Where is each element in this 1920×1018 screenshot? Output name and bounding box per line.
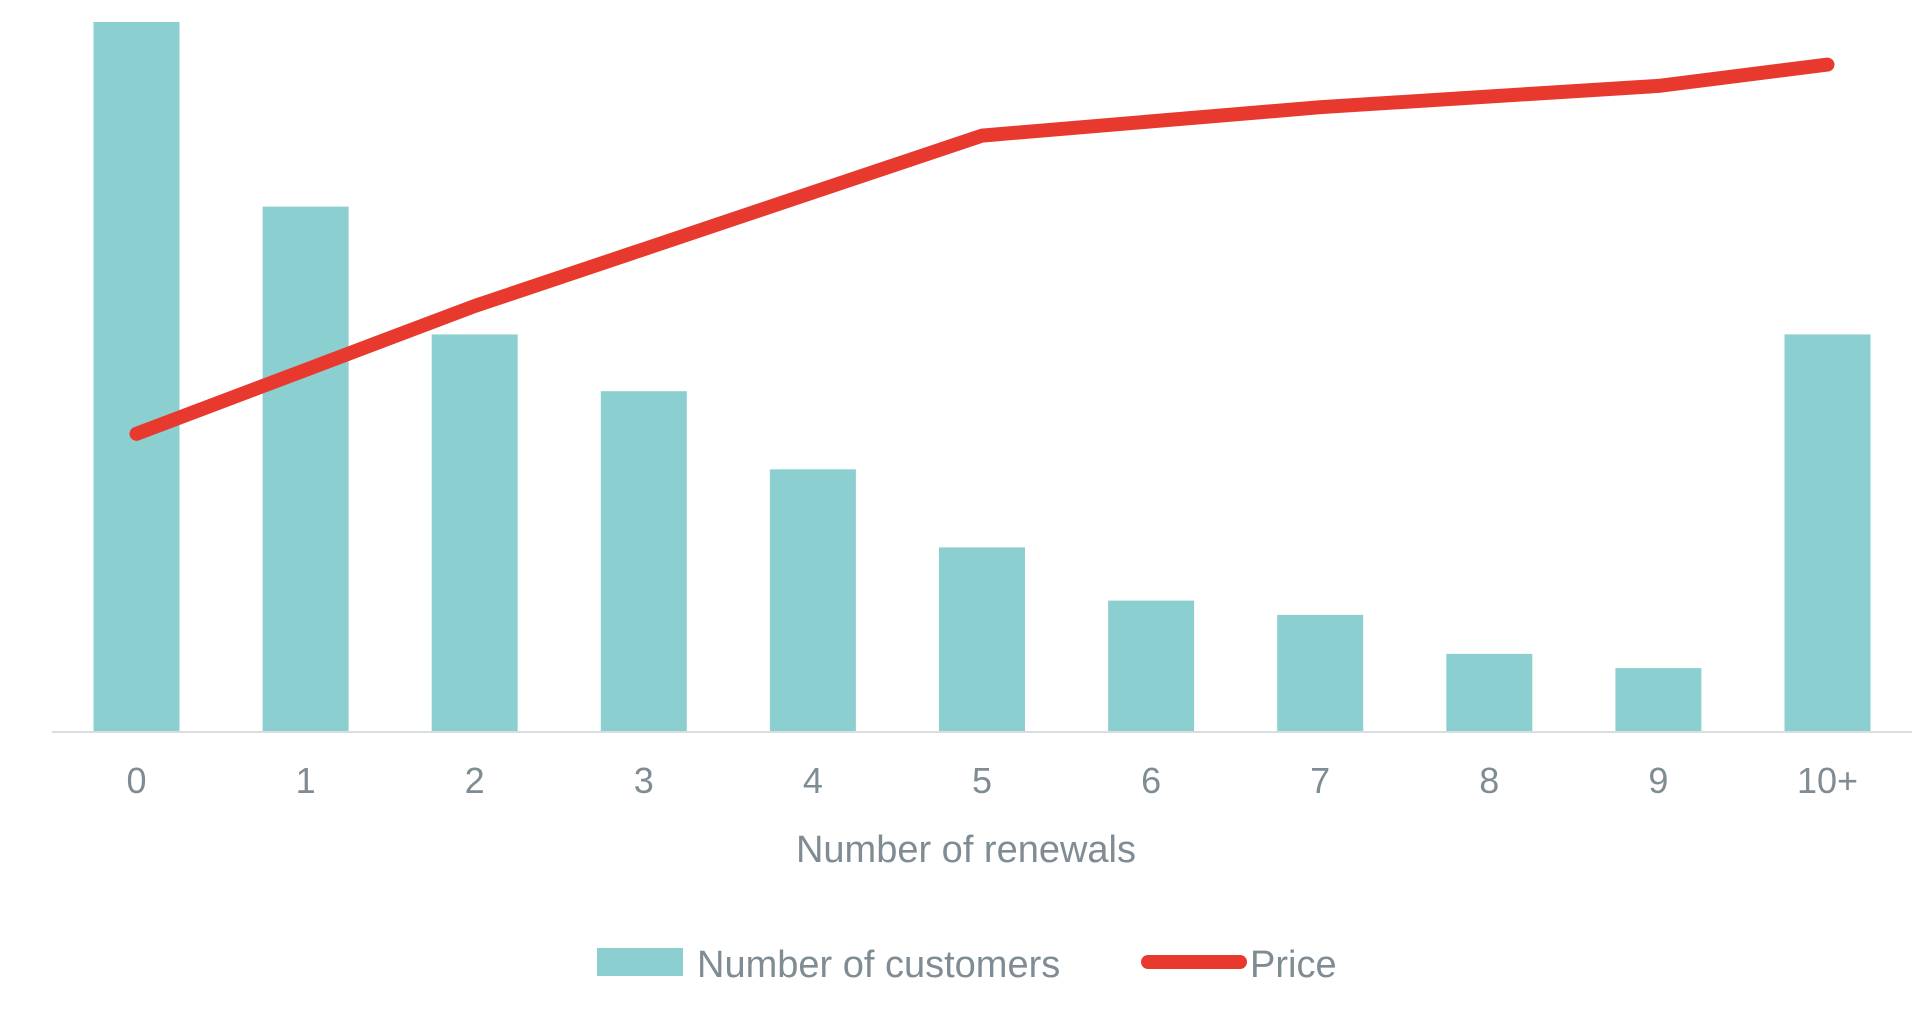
bar-2 [431, 334, 518, 732]
bar-9 [1615, 668, 1702, 732]
x-tick-label: 2 [465, 760, 485, 801]
price-line [129, 57, 1835, 441]
x-tick-label: 3 [634, 760, 654, 801]
legend-swatch-customers [597, 948, 683, 976]
x-tick-label: 1 [296, 760, 316, 801]
x-tick-label: 10+ [1797, 760, 1858, 801]
legend-label-price: Price [1250, 944, 1337, 986]
bar-6 [1108, 600, 1195, 732]
price-line-layer [129, 57, 1835, 441]
x-tick-label: 7 [1310, 760, 1330, 801]
bar-1 [262, 206, 349, 733]
legend: Number of customers Price [597, 944, 1337, 986]
bar-7 [1277, 614, 1364, 732]
x-tick-label: 5 [972, 760, 992, 801]
x-axis-title: Number of renewals [796, 829, 1136, 871]
x-tick-label: 4 [803, 760, 823, 801]
x-tick-label: 8 [1479, 760, 1499, 801]
bars-layer [93, 22, 1871, 733]
x-tick-label: 9 [1648, 760, 1668, 801]
bar-4 [769, 469, 856, 732]
bar-10plus [1784, 334, 1871, 732]
x-tick-label: 0 [126, 760, 146, 801]
x-tick-label: 6 [1141, 760, 1161, 801]
bar-0 [93, 22, 180, 732]
bar-3 [600, 391, 687, 732]
bar-8 [1446, 653, 1533, 732]
legend-label-customers: Number of customers [697, 944, 1060, 986]
x-tick-labels: 0 1 2 3 4 5 6 7 8 9 10+ [126, 760, 1858, 801]
bar-5 [939, 547, 1025, 732]
